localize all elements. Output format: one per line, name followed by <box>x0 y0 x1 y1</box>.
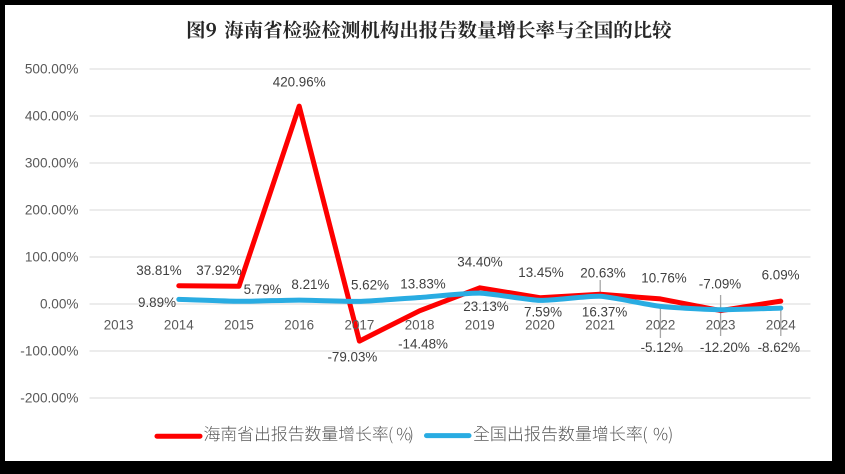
svg-text:5.62%: 5.62% <box>351 277 389 292</box>
svg-text:10.76%: 10.76% <box>641 271 687 286</box>
svg-text:20.63%: 20.63% <box>580 266 626 281</box>
svg-text:23.13%: 23.13% <box>463 299 509 314</box>
svg-text:6.09%: 6.09% <box>762 268 800 283</box>
svg-text:200.00%: 200.00% <box>25 203 79 218</box>
svg-text:2013: 2013 <box>104 318 134 333</box>
svg-text:2024: 2024 <box>766 318 796 333</box>
svg-text:-8.62%: -8.62% <box>758 340 801 355</box>
svg-text:5.79%: 5.79% <box>244 282 282 297</box>
svg-text:-12.20%: -12.20% <box>700 340 750 355</box>
svg-text:2019: 2019 <box>465 318 495 333</box>
svg-text:13.45%: 13.45% <box>518 265 564 280</box>
svg-text:2022: 2022 <box>646 318 676 333</box>
svg-text:300.00%: 300.00% <box>25 156 79 171</box>
svg-text:0.00%: 0.00% <box>40 297 79 312</box>
svg-text:2015: 2015 <box>224 318 254 333</box>
svg-text:400.00%: 400.00% <box>25 109 79 124</box>
svg-text:2020: 2020 <box>525 318 555 333</box>
svg-text:500.00%: 500.00% <box>25 62 79 77</box>
svg-text:-14.48%: -14.48% <box>398 337 448 352</box>
svg-text:100.00%: 100.00% <box>25 250 79 265</box>
svg-text:8.21%: 8.21% <box>291 277 329 292</box>
svg-text:2016: 2016 <box>284 318 314 333</box>
svg-text:2014: 2014 <box>164 318 194 333</box>
svg-text:-5.12%: -5.12% <box>641 340 684 355</box>
svg-text:2023: 2023 <box>706 318 736 333</box>
svg-text:2018: 2018 <box>405 318 435 333</box>
svg-text:2017: 2017 <box>345 318 375 333</box>
svg-text:16.37%: 16.37% <box>582 305 628 320</box>
svg-text:2021: 2021 <box>585 318 615 333</box>
svg-text:-200.00%: -200.00% <box>20 391 78 406</box>
svg-text:-100.00%: -100.00% <box>20 344 78 359</box>
svg-text:9.89%: 9.89% <box>138 295 176 310</box>
svg-text:37.92%: 37.92% <box>196 263 242 278</box>
svg-text:7.59%: 7.59% <box>524 305 562 320</box>
svg-text:-79.03%: -79.03% <box>327 350 377 365</box>
svg-text:420.96%: 420.96% <box>273 74 326 89</box>
svg-text:13.83%: 13.83% <box>400 277 446 292</box>
svg-text:38.81%: 38.81% <box>136 263 182 278</box>
svg-text:34.40%: 34.40% <box>457 255 503 270</box>
svg-text:-7.09%: -7.09% <box>699 277 742 292</box>
